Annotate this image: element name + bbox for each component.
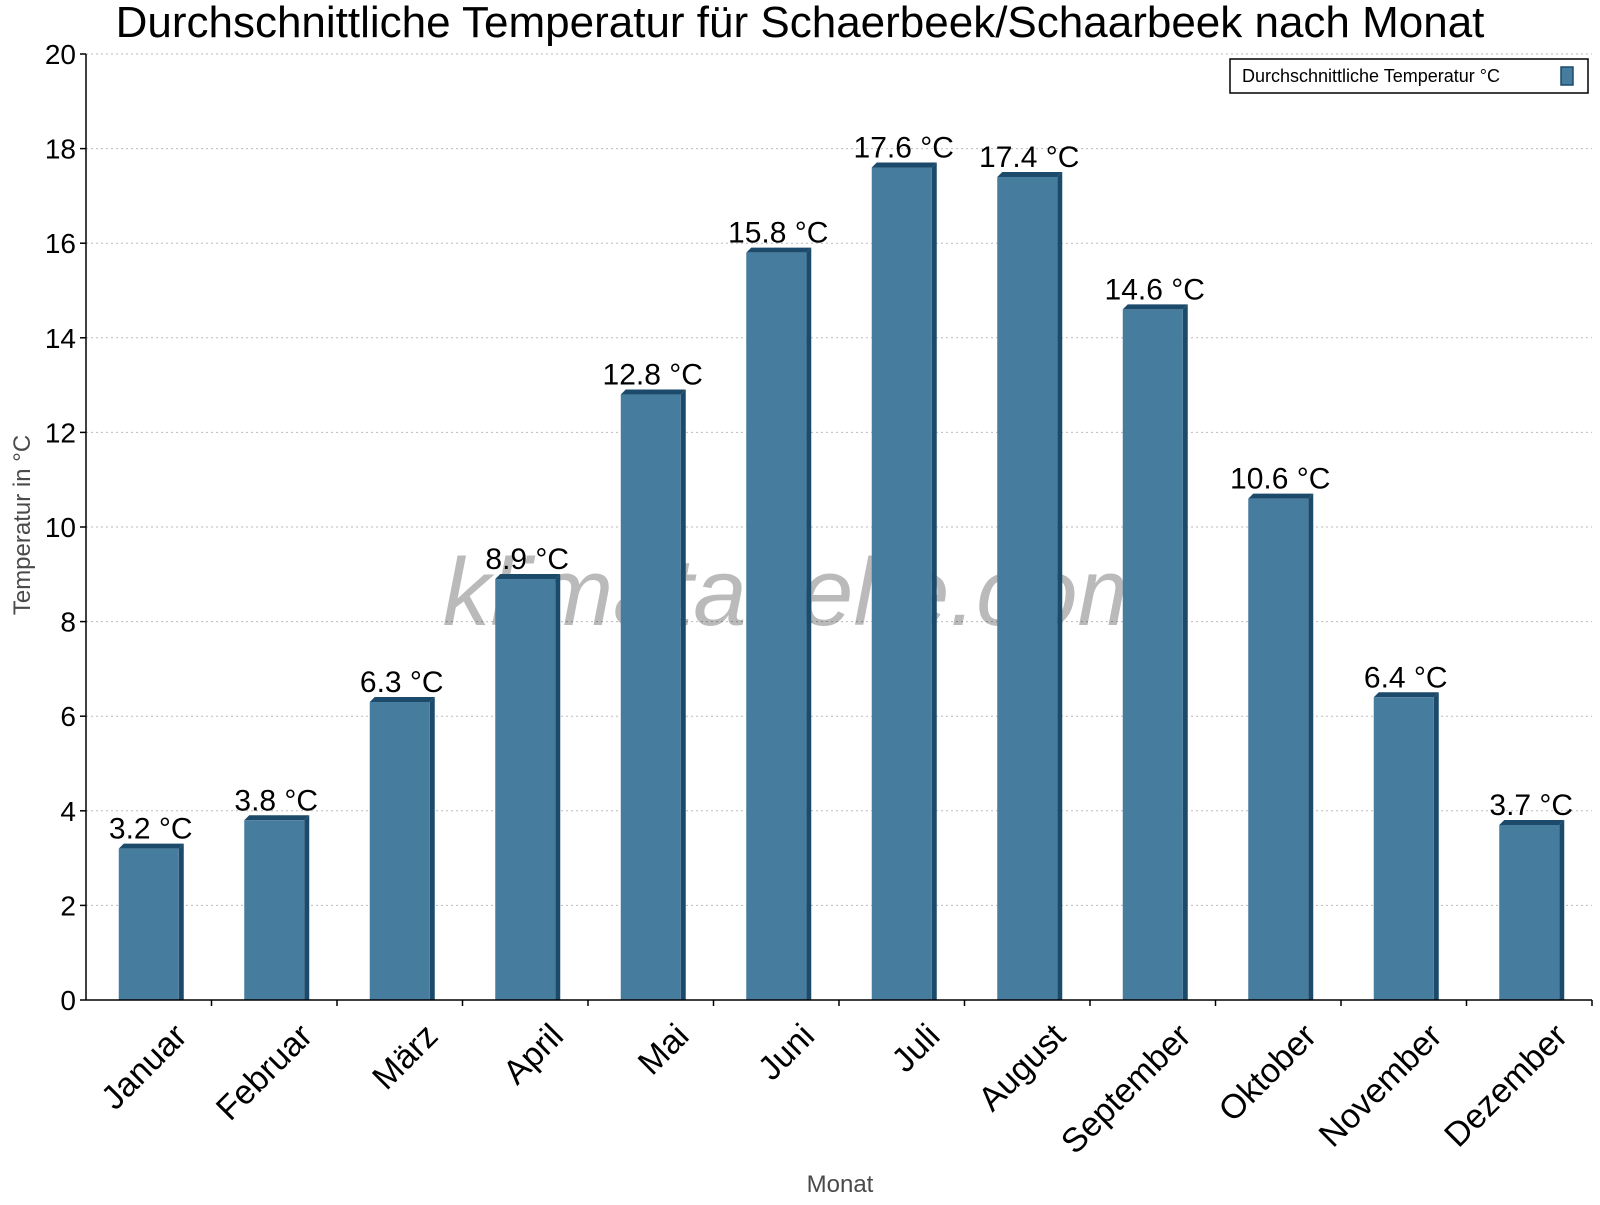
grid-lines [86, 53, 1592, 906]
y-tick-label: 6 [60, 701, 76, 732]
x-tick-label-juli: Juli [884, 1017, 947, 1080]
chart-title: Durchschnittliche Temperatur für Schaerb… [116, 0, 1485, 47]
x-tick-label-februar: Februar [209, 1017, 320, 1128]
y-tick-label: 12 [45, 417, 76, 448]
bar-dezember [1499, 824, 1560, 1000]
bar-side-juli [931, 162, 937, 1000]
data-label-juni: 15.8 °C [728, 217, 828, 250]
y-tick-label: 0 [60, 985, 76, 1016]
data-label-september: 14.6 °C [1105, 273, 1205, 306]
legend: Durchschnittliche Temperatur °C [1229, 58, 1589, 94]
bar-top-mai [620, 389, 686, 395]
y-axis-ticks: 0 2 4 6 8 10 12 14 16 18 20 [45, 39, 86, 1016]
bar-side-september [1182, 304, 1188, 1000]
bar-top-juli [871, 162, 937, 168]
bar-side-januar [178, 843, 184, 1000]
bar-side-april [555, 574, 561, 1000]
data-label-november: 6.4 °C [1364, 661, 1448, 694]
data-label-oktober: 10.6 °C [1230, 463, 1330, 496]
data-label-august: 17.4 °C [979, 141, 1079, 174]
bar-side-mai [680, 389, 686, 1000]
data-label-januar: 3.2 °C [109, 813, 193, 846]
data-label-februar: 3.8 °C [234, 784, 318, 817]
legend-box [1229, 58, 1589, 94]
x-axis-ticks: Januar Februar März April Mai Juni Juli AugustS… [94, 1000, 1593, 1161]
bar-top-november [1373, 692, 1439, 698]
bar-mai [620, 394, 681, 1000]
x-tick-label-januar: Januar [94, 1017, 194, 1117]
bar-side-juni [806, 247, 812, 1000]
data-label-mrz: 6.3 °C [360, 666, 444, 699]
bar-top-juni [746, 247, 812, 253]
x-tick-label-september: September [1054, 1017, 1198, 1161]
data-label-april: 8.9 °C [485, 543, 569, 576]
bar-top-februar [244, 815, 310, 821]
bar-side-februar [304, 815, 310, 1000]
data-label-mai: 12.8 °C [603, 359, 703, 392]
x-tick-label-mrz: März [365, 1017, 445, 1097]
data-labels: 3.2 °C 3.8 °C 6.3 °C 8.9 °C 12.8 °C 15.8 °C 17… [109, 132, 1573, 846]
x-tick-label-mai: Mai [631, 1017, 697, 1083]
bar-august [997, 176, 1058, 1001]
x-tick-label-april: April [496, 1017, 571, 1092]
bar-top-januar [118, 843, 184, 849]
y-tick-label: 16 [45, 228, 76, 259]
bar-top-mrz [369, 697, 435, 703]
bar-side-august [1057, 171, 1063, 1001]
y-tick-label: 20 [45, 39, 76, 70]
y-tick-label: 2 [60, 890, 76, 921]
bar-side-mrz [429, 697, 435, 1000]
x-tick-label-juni: Juni [751, 1017, 822, 1088]
bar-top-august [997, 171, 1063, 177]
bar-september [1122, 309, 1183, 1000]
bar-januar [118, 848, 179, 1000]
x-axis-title: Monat [807, 1171, 874, 1198]
bar-juni [746, 252, 807, 1000]
bar-top-september [1122, 304, 1188, 310]
y-tick-label: 10 [45, 512, 76, 543]
legend-swatch [1560, 66, 1574, 86]
data-label-juli: 17.6 °C [854, 132, 954, 165]
data-label-dezember: 3.7 °C [1489, 789, 1573, 822]
legend-label: Durchschnittliche Temperatur °C [1242, 66, 1500, 86]
bar-side-november [1433, 692, 1439, 1000]
y-tick-label: 14 [45, 323, 76, 354]
x-tick-label-august: August [971, 1016, 1073, 1118]
bar-april [495, 579, 556, 1000]
y-tick-label: 8 [60, 607, 76, 638]
bar-mrz [369, 702, 430, 1000]
y-axis-title: Temperatur in °C [9, 435, 36, 615]
bar-top-dezember [1499, 819, 1565, 825]
x-tick-label-dezember: Dezember [1437, 1017, 1575, 1155]
y-tick-label: 18 [45, 134, 76, 165]
x-tick-label-november: November [1312, 1017, 1450, 1155]
bar-side-oktober [1308, 493, 1314, 1000]
bar-top-oktober [1248, 493, 1314, 499]
bars [118, 162, 1565, 1001]
bar-juli [871, 167, 932, 1000]
x-tick-label-oktober: Oktober [1212, 1017, 1324, 1129]
bar-november [1373, 697, 1434, 1000]
y-tick-label: 4 [60, 796, 76, 827]
bar-top-april [495, 574, 561, 580]
bar-februar [244, 820, 305, 1000]
bar-side-dezember [1559, 819, 1565, 1000]
bar-oktober [1248, 498, 1309, 1000]
